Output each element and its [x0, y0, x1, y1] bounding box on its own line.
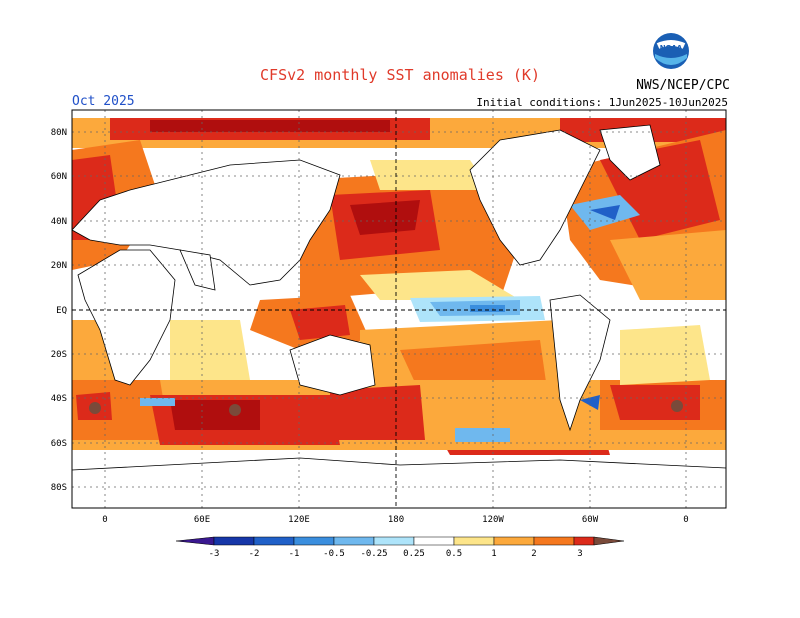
lat-label: 80N: [51, 128, 67, 138]
colorbar: [175, 536, 625, 546]
colorbar-neutral: [413, 536, 455, 546]
colorbar-label: -0.5: [323, 549, 345, 559]
antarctica: [72, 457, 726, 508]
greenland: [599, 124, 661, 181]
lat-label: 60N: [51, 172, 67, 182]
lat-label: 20S: [51, 350, 67, 360]
noaa-logo: NOAA: [652, 32, 690, 70]
lon-label: 120E: [288, 515, 310, 525]
colorbar-label: 2: [531, 549, 536, 559]
lat-label: 40N: [51, 217, 67, 227]
colorbar-label: -2: [249, 549, 260, 559]
lat-labels: 80N 60N 40N 20N EQ 20S 40S 60S 80S: [51, 128, 67, 493]
lon-label: 0: [102, 515, 107, 525]
noaa-logo-text: NOAA: [660, 44, 683, 52]
colorbar-pos025: [453, 536, 495, 546]
colorbar-pos2: [573, 536, 595, 546]
colorbar-label: 0.5: [446, 549, 462, 559]
lat-label: 80S: [51, 483, 67, 493]
colorbar-lt-neg3: [175, 536, 215, 546]
continents: [72, 124, 726, 508]
colorbar-label: 3: [577, 549, 582, 559]
colorbar-neg05: [333, 536, 375, 546]
lon-label: 60W: [582, 515, 599, 525]
north-america: [469, 129, 601, 266]
forecast-month: Oct 2025: [72, 94, 135, 109]
colorbar-gt3: [593, 536, 625, 546]
lon-labels: 0 60E 120E 180 120W 60W 0: [102, 515, 688, 525]
colorbar-neg3: [213, 536, 255, 546]
africa: [77, 249, 176, 386]
colorbar-pos1: [533, 536, 575, 546]
colorbar-label: 1: [491, 549, 496, 559]
colorbar-label: -3: [209, 549, 220, 559]
equator-dateline: [72, 110, 726, 508]
anomaly-field: [72, 110, 726, 508]
initial-conditions: Initial conditions: 1Jun2025-10Jun2025: [476, 96, 728, 109]
graticule: [72, 110, 726, 508]
colorbar-neg1: [293, 536, 335, 546]
colorbar-neg2: [253, 536, 295, 546]
colorbar-neg025: [373, 536, 415, 546]
colorbar-label: -1: [289, 549, 300, 559]
colorbar-labels: -3 -2 -1 -0.5 -0.25 0.25 0.5 1 2 3: [209, 549, 583, 559]
eurasia: [72, 159, 341, 286]
map-title: CFSv2 monthly SST anomalies (K): [260, 66, 540, 84]
map-frame: [71, 109, 727, 509]
australia: [289, 334, 376, 396]
colorbar-label: 0.25: [403, 549, 425, 559]
india: [179, 249, 216, 291]
lat-label: 40S: [51, 394, 67, 404]
colorbar-pos05: [493, 536, 535, 546]
lon-label: 60E: [194, 515, 210, 525]
agency-label: NWS/NCEP/CPC: [636, 78, 730, 93]
lon-label: 120W: [482, 515, 504, 525]
lon-label: 0: [683, 515, 688, 525]
colorbar-label: -0.25: [360, 549, 387, 559]
lat-label: EQ: [56, 306, 67, 316]
lat-label: 60S: [51, 439, 67, 449]
lat-label: 20N: [51, 261, 67, 271]
lon-label: 180: [388, 515, 404, 525]
